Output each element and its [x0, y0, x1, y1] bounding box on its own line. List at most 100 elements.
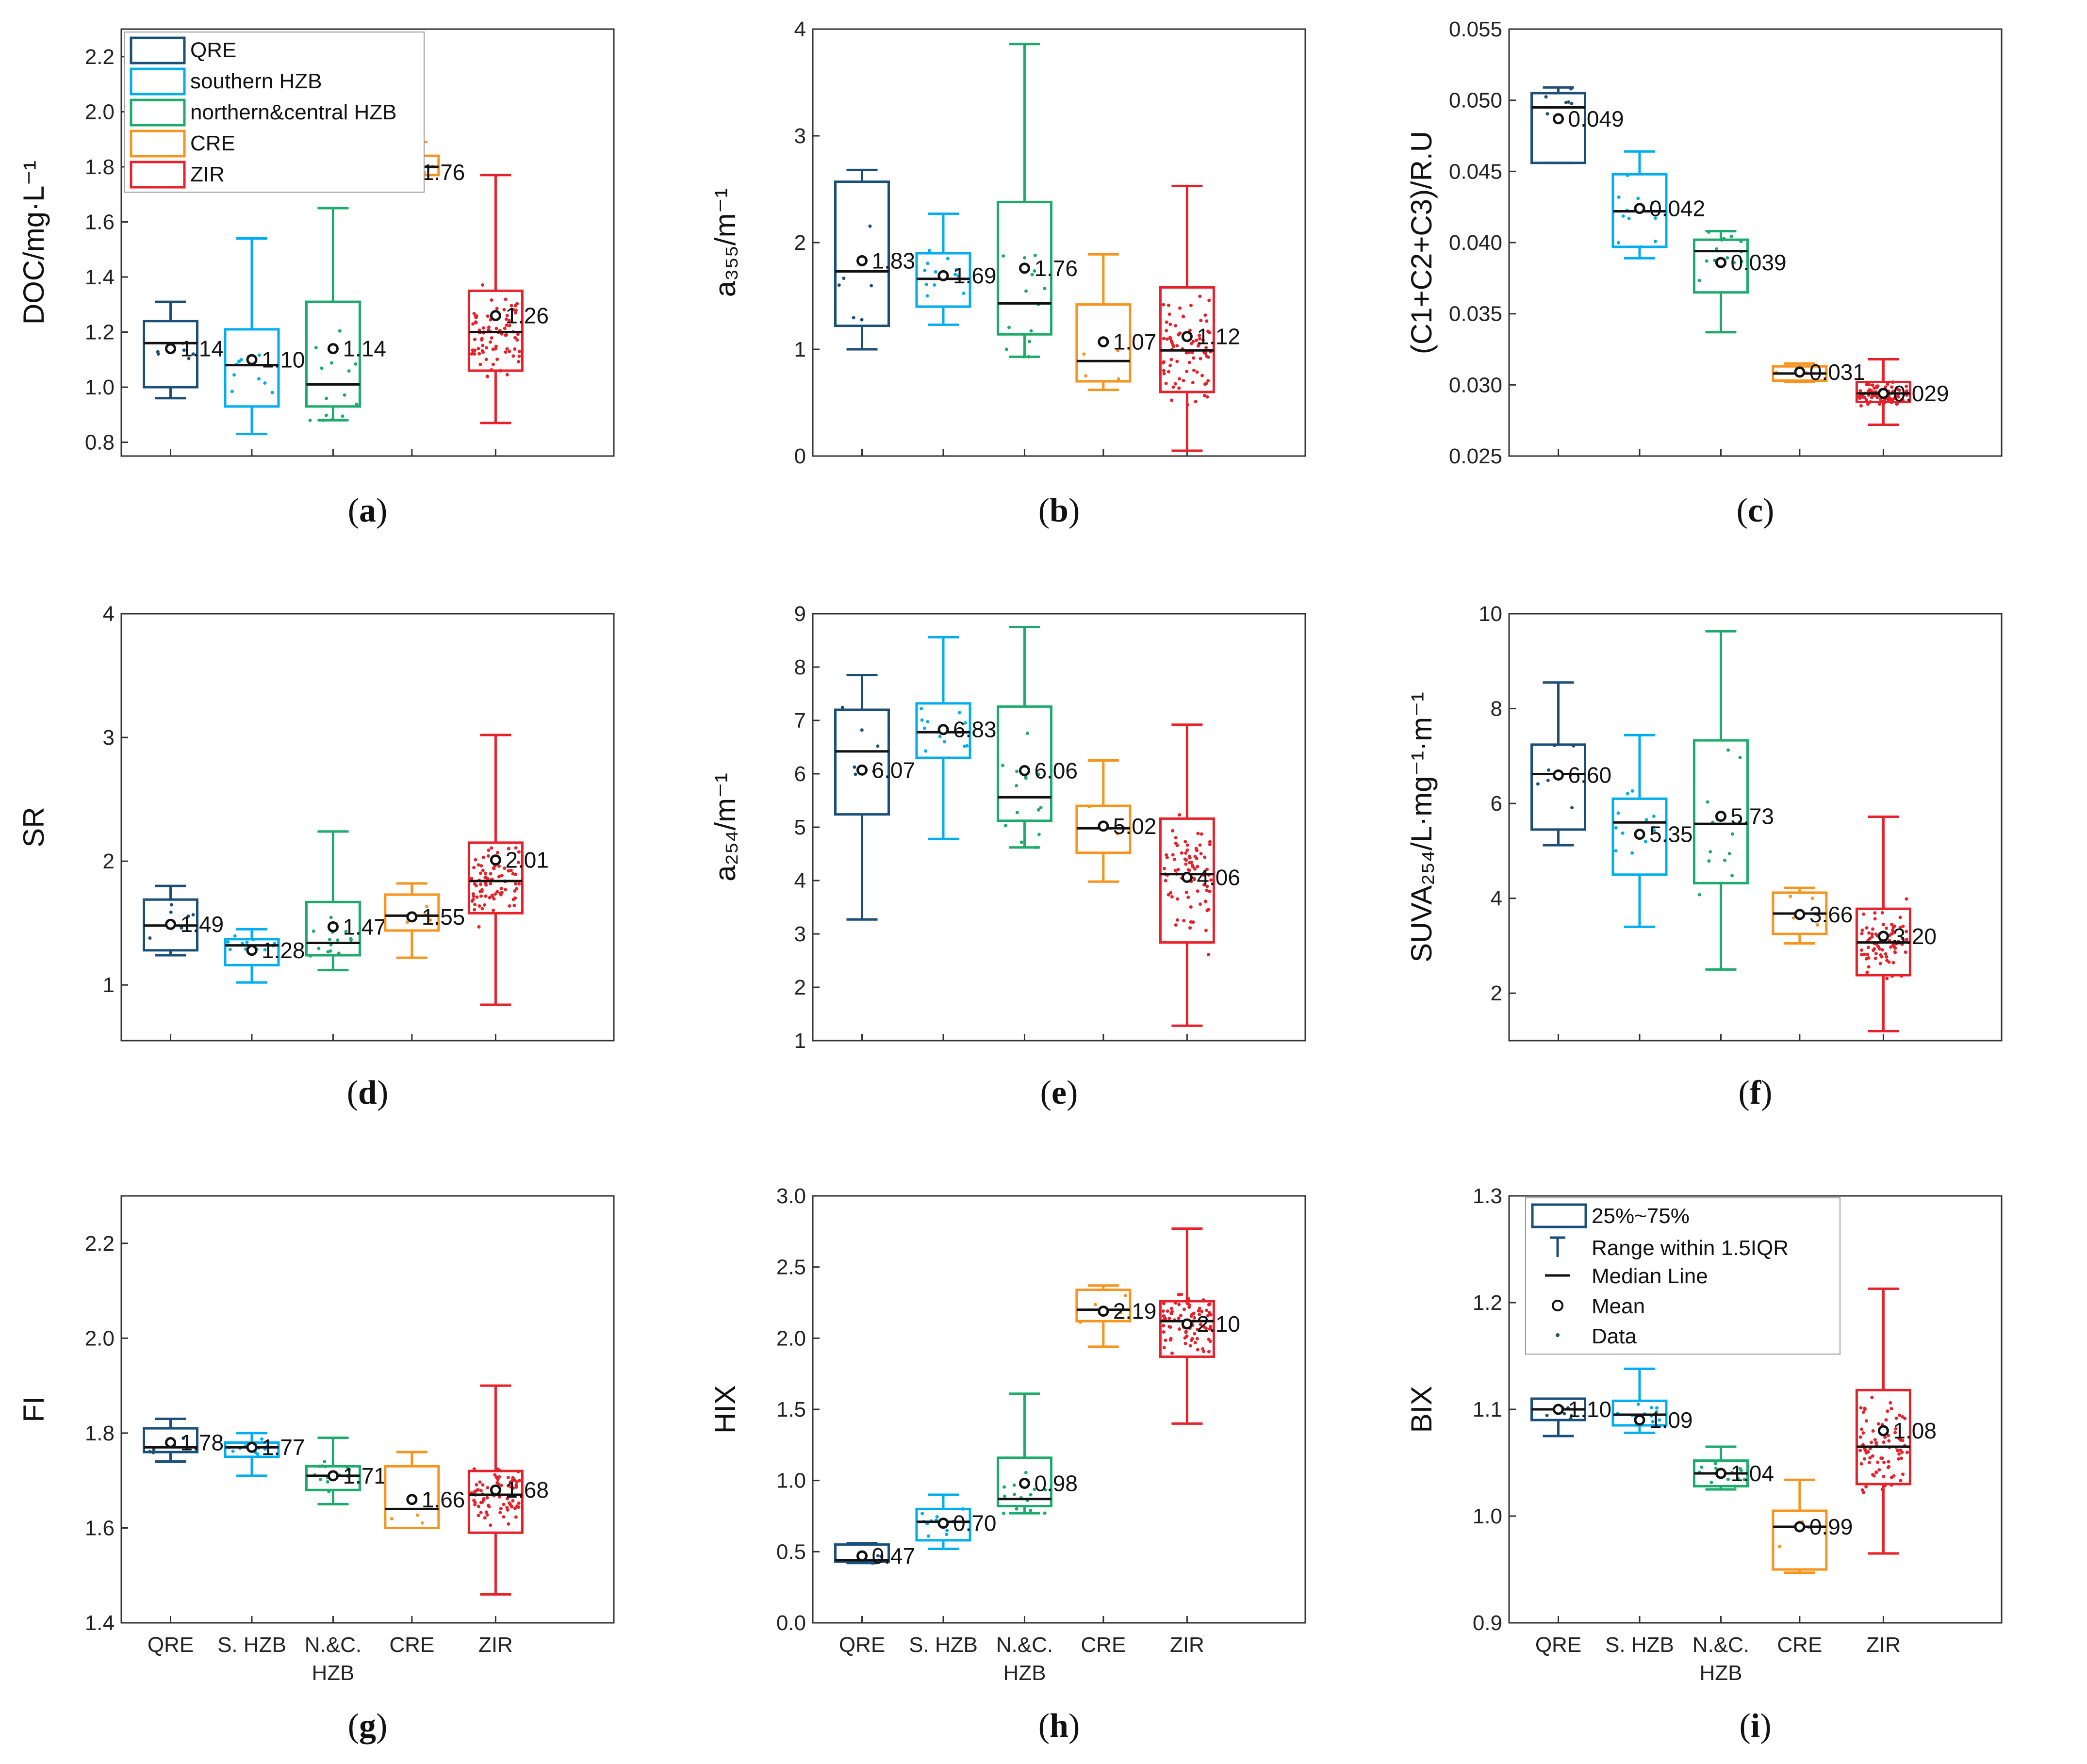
- data-point: [1545, 1413, 1549, 1417]
- data-point: [1697, 278, 1701, 282]
- data-point: [151, 1451, 155, 1454]
- mean-label: 1.09: [1649, 1407, 1693, 1433]
- data-point: [1182, 315, 1185, 319]
- data-point: [1004, 824, 1008, 828]
- data-point: [1898, 915, 1902, 919]
- data-point: [1899, 1456, 1903, 1460]
- iqr-box: [996, 705, 1052, 822]
- data-point: [509, 304, 513, 308]
- data-point: [508, 324, 511, 327]
- data-point: [505, 313, 509, 317]
- legend-label: Median Line: [1592, 1264, 1708, 1288]
- mean-label: 1.49: [181, 912, 224, 937]
- data-point: [1201, 338, 1205, 342]
- data-point: [1161, 1309, 1165, 1313]
- data-point: [1012, 1492, 1016, 1496]
- box-shzb: 5.35: [1611, 734, 1693, 928]
- data-point: [1033, 269, 1036, 273]
- data-point: [516, 861, 520, 865]
- data-point: [1197, 1309, 1200, 1313]
- box-cre: 2.19: [1075, 1284, 1156, 1348]
- box-cre: 5.02: [1075, 759, 1156, 883]
- iqr-box: [1075, 303, 1132, 383]
- data-point: [1860, 928, 1864, 932]
- data-point: [1709, 1481, 1713, 1485]
- data-point: [1723, 858, 1727, 862]
- data-point: [1174, 1301, 1178, 1305]
- data-point: [517, 354, 521, 358]
- data-point: [169, 903, 173, 907]
- data-point: [1884, 952, 1888, 956]
- mean-marker: [1098, 336, 1109, 348]
- data-point: [1883, 398, 1887, 402]
- data-point: [1870, 1396, 1874, 1400]
- mean-label: 2.10: [1197, 1311, 1240, 1337]
- iqr-box: [915, 702, 971, 759]
- mean-marker: [406, 1494, 418, 1505]
- data-point: [1189, 304, 1193, 308]
- data-point: [1859, 404, 1863, 408]
- data-point: [502, 308, 506, 311]
- panel-caption: (i): [1739, 1707, 1771, 1745]
- panel-h: 0.0 0.5 1.0 1.5 2.0 2.5 3.0 HIX QRE S. HZB N.&C. HZ…: [709, 1184, 1306, 1745]
- plot-frame: [1508, 613, 2003, 1042]
- data-point: [499, 1484, 503, 1487]
- data-point: [517, 1501, 521, 1505]
- mean-marker: [490, 854, 501, 866]
- data-point: [1192, 878, 1196, 882]
- data-point: [514, 846, 518, 850]
- data-point: [945, 1529, 949, 1533]
- data-point: [1162, 1330, 1166, 1334]
- data-point: [1205, 888, 1209, 892]
- data-point: [425, 904, 429, 908]
- data-point: [1899, 1479, 1903, 1483]
- data-point: [517, 360, 521, 364]
- data-point: [1007, 326, 1011, 329]
- data-point: [494, 327, 498, 330]
- data-point: [1035, 846, 1038, 849]
- data-point: [1168, 363, 1172, 367]
- plot-frame: [120, 1195, 615, 1624]
- data-point: [488, 896, 492, 899]
- data-point: [504, 888, 508, 892]
- data-point: [1893, 1431, 1897, 1435]
- data-point: [1874, 952, 1878, 956]
- data-point: [1870, 1440, 1873, 1444]
- data-point: [924, 282, 928, 286]
- data-point: [513, 311, 517, 315]
- data-point: [1164, 879, 1167, 882]
- data-point: [481, 1483, 485, 1487]
- data-point: [1884, 385, 1888, 389]
- panel-i: 0.9 1.0 1.1 1.2 1.3 BIX QRE S. HZB N.&C. HZB CRE ZI…: [1405, 1184, 2003, 1745]
- data-point: [1033, 1487, 1036, 1491]
- data-point: [1887, 1434, 1890, 1437]
- y-tick-label: 3: [103, 726, 115, 750]
- data-point: [1185, 370, 1189, 374]
- data-point: [1896, 1449, 1900, 1453]
- box-cre: 3.66: [1772, 886, 1853, 945]
- mean-label: 1.10: [262, 347, 305, 372]
- data-point: [1171, 829, 1175, 833]
- data-point: [1209, 1313, 1213, 1317]
- data-point: [1123, 1293, 1127, 1297]
- data-point: [502, 1515, 506, 1519]
- data-point: [496, 1467, 500, 1471]
- data-point: [1202, 393, 1206, 397]
- data-point: [1174, 841, 1178, 845]
- box-shzb: 6.83: [915, 636, 997, 840]
- y-tick-label: 0.035: [1449, 302, 1502, 326]
- x-tick-label: QRE: [148, 1633, 194, 1657]
- data-point: [1167, 312, 1171, 316]
- legend-label: QRE: [190, 38, 236, 62]
- box-cre: 1.07: [1075, 253, 1156, 392]
- data-point: [1204, 346, 1208, 350]
- iqr-box: [305, 1465, 361, 1491]
- data-point: [1901, 1472, 1905, 1476]
- data-point: [487, 848, 491, 852]
- data-point: [1572, 744, 1576, 748]
- data-point: [473, 882, 477, 886]
- data-point: [1876, 1422, 1880, 1426]
- data-point: [148, 1450, 152, 1454]
- data-point: [231, 1449, 235, 1453]
- data-point: [879, 1554, 883, 1558]
